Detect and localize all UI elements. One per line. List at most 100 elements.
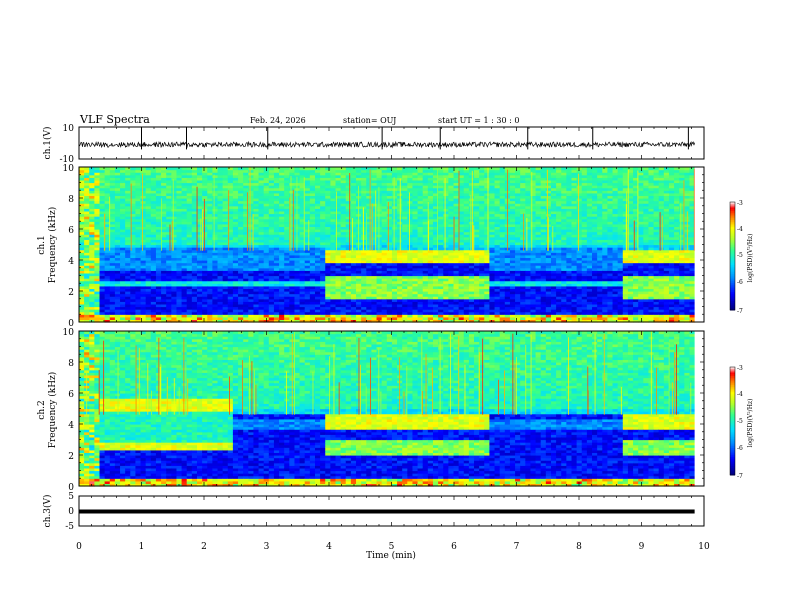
spectrogram-cell [155,221,162,225]
spectrogram-cell [248,275,255,279]
spectrogram-cell [176,293,183,297]
spectrogram-cell [125,265,131,269]
spectrogram-cell [248,249,255,253]
spectrogram-cell [161,301,167,305]
spectrogram-cell [140,241,147,246]
spectrogram-cell [109,177,116,181]
spectrogram-cell [253,311,260,315]
spectrogram-cell [145,218,152,222]
spectrogram-cell [212,169,219,173]
spectrogram-cell [186,185,193,189]
spectrogram-cell [268,316,275,321]
spectrogram-cell [120,309,126,313]
spectrogram-cell [181,270,188,274]
spectrogram-cell [84,296,90,300]
spectrogram-cell [145,272,152,277]
spectrogram-cell [222,239,229,243]
spectrogram-cell [104,260,111,264]
spectrogram-cell [155,234,162,238]
spectrogram-cell [243,267,249,271]
spectrogram-cell [155,205,162,209]
spectrogram-cell [109,301,116,305]
spectrogram-cell [196,198,203,202]
spectrogram-cell [84,205,90,209]
spectrogram-cell [140,167,147,171]
spectrogram-cell [227,229,234,233]
spectrogram-cell [243,262,249,266]
spectrogram-cell [99,208,106,212]
spectrogram-cell [89,262,95,266]
spectrogram-cell [273,314,280,318]
spectrogram-cell [140,280,147,284]
spectrogram-cell [99,309,106,313]
spectrogram-cell [263,174,270,178]
spectrogram-cell [273,226,280,230]
spectrogram-cell [243,254,249,259]
spectrogram-cell [109,234,116,238]
spectrogram-cell [135,319,142,323]
spectrogram-cell [248,296,255,300]
spectrogram-cell [186,226,193,230]
spectrogram-cell [155,210,162,215]
spectrogram-cell [150,226,157,230]
spectrogram-cell [176,285,183,290]
spectrogram-cell [238,198,244,202]
spectrogram-cell [135,285,142,290]
spectrogram-cell [104,174,111,178]
spectrogram-cell [217,200,224,204]
spectrogram-cell [140,174,147,178]
spectrogram-cell [186,187,193,191]
spectrogram-cell [181,303,188,308]
spectrogram-cell [232,234,239,238]
spectrogram-cell [94,270,101,274]
spectrogram-cell [104,218,111,222]
spectrogram-cell [130,316,137,321]
spectrogram-cell [166,249,172,253]
spectrogram-cell [135,272,142,277]
spectrogram-cell [135,182,142,186]
spectrogram-cell [202,172,208,176]
spectrogram-cell [196,210,203,215]
spectrogram-cell [140,272,147,277]
spectrogram-cell [253,267,260,271]
spectrogram-cell [104,208,111,212]
spectrogram-cell [130,213,137,217]
spectrogram-cell [207,280,213,284]
spectrogram-cell [99,303,106,308]
spectrogram-cell [258,314,265,318]
spectrogram-cell [84,223,90,228]
spectrogram-cell [273,208,280,212]
spectrogram-cell [155,195,162,199]
spectrogram-cell [273,213,280,217]
spectrogram-cell [135,249,142,253]
spectrogram-cell [202,319,208,323]
spectrogram-cell [145,247,152,251]
spectrogram-cell [186,254,193,259]
spectrogram-cell [268,231,275,235]
spectrogram-cell [207,316,213,321]
spectrogram-cell [120,296,126,300]
spectrogram-cell [263,179,270,184]
spectrogram-cell [258,270,265,274]
spectrogram-cell [166,244,172,248]
spectrogram-cell [186,239,193,243]
spectrogram-cell [125,221,131,225]
spectrogram-cell [222,306,229,310]
spectrogram-cell [196,319,203,323]
spectrogram-cell [99,319,106,323]
spectrogram-cell [243,257,249,261]
spectrogram-cell [181,311,188,315]
spectrogram-cell [145,285,152,290]
spectrogram-cell [109,319,116,323]
spectrogram-cell [268,270,275,274]
spectrogram-cell [217,311,224,315]
spectrogram-cell [166,319,172,323]
spectrogram-cell [232,172,239,176]
spectrogram-cell [217,275,224,279]
spectrogram-cell [104,285,111,290]
spectrogram-cell [135,280,142,284]
spectrogram-cell [125,185,131,189]
spectrogram-cell [89,208,95,212]
spectrogram-cell [273,291,280,295]
spectrogram-cell [263,247,270,251]
